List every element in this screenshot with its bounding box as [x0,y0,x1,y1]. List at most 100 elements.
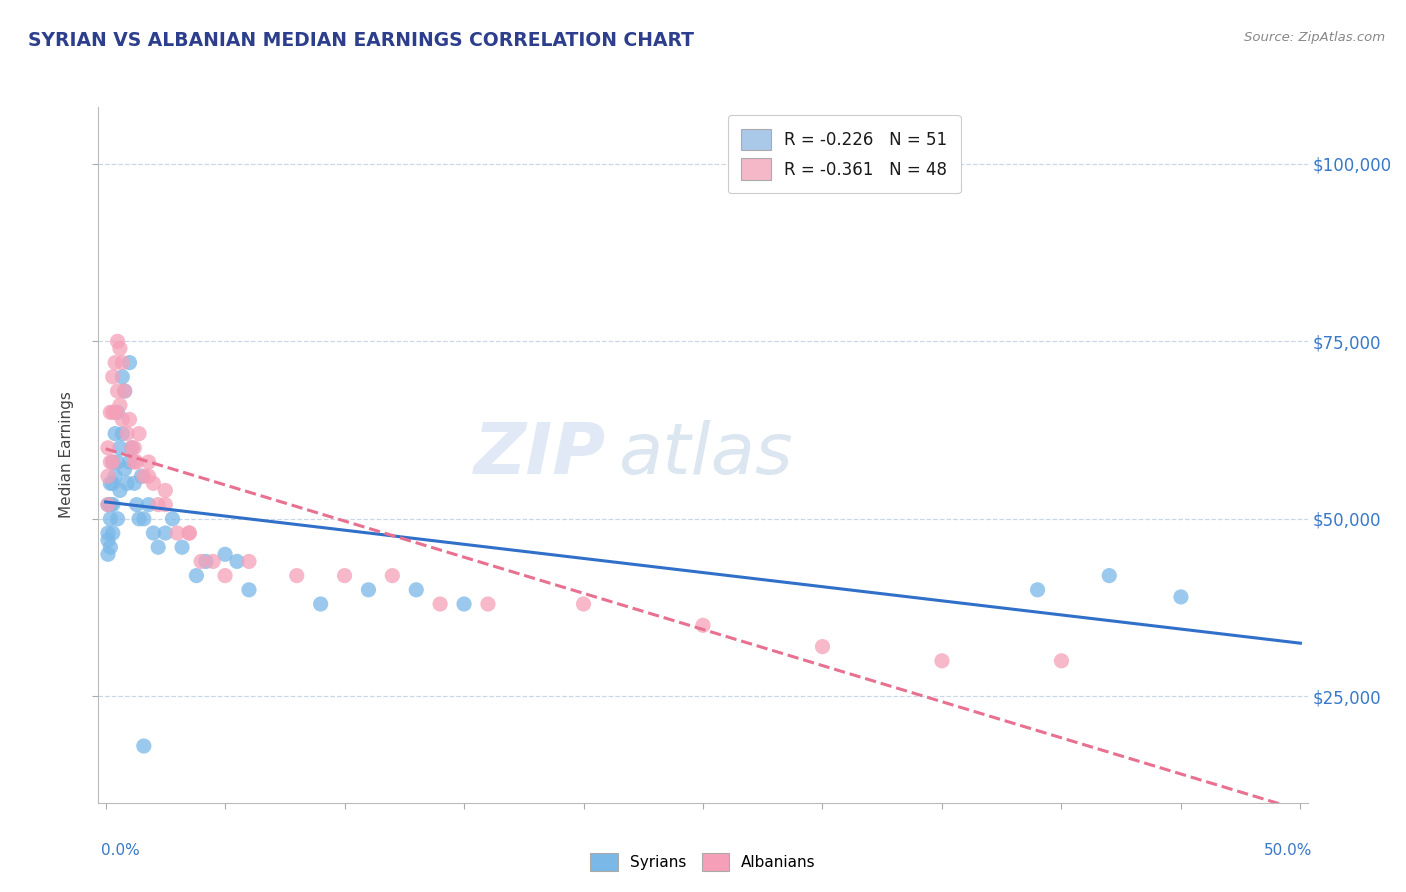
Point [97,547,120,561]
Point [128,512,150,526]
Point [1050,654,1073,668]
Point [101,455,124,469]
Point [405,582,427,597]
Point [97,498,120,512]
Point [98,540,121,554]
Y-axis label: Median Earnings: Median Earnings [59,392,75,518]
Point [111,412,134,426]
Point [1098,568,1121,582]
Point [155,498,177,512]
Text: atlas: atlas [619,420,793,490]
Text: SYRIAN VS ALBANIAN MEDIAN EARNINGS CORRELATION CHART: SYRIAN VS ALBANIAN MEDIAN EARNINGS CORRE… [28,31,695,50]
Point [98,405,121,419]
Point [179,526,201,541]
Point [121,441,143,455]
Point [97,441,120,455]
Point [98,498,121,512]
Point [97,533,120,548]
Point [101,369,124,384]
Point [122,476,145,491]
Point [97,498,120,512]
Point [429,597,451,611]
Point [118,455,141,469]
Point [107,455,129,469]
Point [131,469,153,483]
Point [166,526,188,541]
Point [285,568,308,582]
Legend: R = -0.226   N = 51, R = -0.361   N = 48: R = -0.226 N = 51, R = -0.361 N = 48 [727,115,960,194]
Point [97,526,120,541]
Point [811,640,834,654]
Point [108,398,131,412]
Point [98,512,121,526]
Point [108,441,131,455]
Point [108,483,131,498]
Point [107,334,129,349]
Point [122,441,145,455]
Point [101,476,124,491]
Point [194,554,217,568]
Point [1026,582,1049,597]
Point [107,405,129,419]
Point [114,384,136,398]
Point [104,405,127,419]
Point [132,512,155,526]
Point [125,498,148,512]
Point [118,412,141,426]
Point [146,540,169,554]
Point [121,441,143,455]
Text: Source: ZipAtlas.com: Source: ZipAtlas.com [1244,31,1385,45]
Point [138,455,160,469]
Point [179,526,201,541]
Point [357,582,380,597]
Point [186,568,208,582]
Point [309,597,332,611]
Point [107,384,129,398]
Point [142,476,165,491]
Point [132,469,155,483]
Text: 0.0%: 0.0% [101,843,141,858]
Point [104,356,127,370]
Point [108,342,131,356]
Point [692,618,714,632]
Point [333,568,356,582]
Point [155,483,177,498]
Point [98,476,121,491]
Point [104,469,127,483]
Point [202,554,225,568]
Point [111,356,134,370]
Text: ZIP: ZIP [474,420,606,490]
Point [115,426,138,441]
Point [128,426,150,441]
Point [214,568,236,582]
Point [138,498,160,512]
Point [190,554,212,568]
Point [381,568,404,582]
Point [104,426,127,441]
Point [114,384,136,398]
Point [477,597,499,611]
Point [101,498,124,512]
Point [155,526,177,541]
Point [122,455,145,469]
Point [115,476,138,491]
Text: 50.0%: 50.0% [1264,843,1312,858]
Point [214,547,236,561]
Point [238,554,260,568]
Point [142,526,165,541]
Point [101,455,124,469]
Point [111,426,134,441]
Point [146,498,169,512]
Point [453,597,475,611]
Point [226,554,249,568]
Point [118,356,141,370]
Point [97,469,120,483]
Point [101,405,124,419]
Point [138,469,160,483]
Point [114,462,136,476]
Legend: Syrians, Albanians: Syrians, Albanians [583,847,823,877]
Point [572,597,595,611]
Point [125,455,148,469]
Point [111,369,134,384]
Point [101,526,124,541]
